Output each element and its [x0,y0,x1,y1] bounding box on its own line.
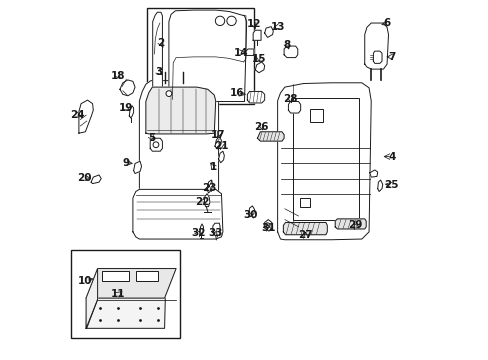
Polygon shape [120,80,135,96]
Text: 26: 26 [254,122,268,132]
Circle shape [226,16,236,26]
Circle shape [153,142,159,148]
Circle shape [166,91,171,96]
Text: 23: 23 [202,183,216,193]
Polygon shape [283,222,326,235]
Text: 2: 2 [157,38,164,48]
Circle shape [264,223,269,228]
Polygon shape [369,170,377,177]
Text: 31: 31 [261,222,276,233]
Polygon shape [248,206,254,217]
Polygon shape [253,30,261,40]
Polygon shape [145,87,215,134]
Polygon shape [86,269,98,328]
Polygon shape [86,298,165,328]
Polygon shape [86,269,176,298]
Text: 3: 3 [155,67,162,77]
Polygon shape [206,180,212,193]
Text: 5: 5 [148,132,155,143]
Text: 10: 10 [78,276,92,286]
Text: 6: 6 [382,18,389,28]
Text: 21: 21 [213,141,228,151]
Text: 16: 16 [229,88,244,98]
Text: 29: 29 [347,220,362,230]
Polygon shape [168,10,246,102]
Text: 14: 14 [233,48,248,58]
Polygon shape [200,224,203,235]
Bar [102,271,129,281]
Text: 32: 32 [191,228,205,238]
Text: 9: 9 [122,158,130,168]
Bar [309,109,322,122]
Polygon shape [257,132,284,141]
Polygon shape [79,100,93,133]
Text: 33: 33 [208,228,223,238]
Text: 17: 17 [211,130,225,140]
Text: 7: 7 [387,52,395,62]
Text: 20: 20 [77,173,91,183]
Polygon shape [204,194,209,207]
Text: 4: 4 [387,152,395,162]
Polygon shape [373,51,381,63]
Polygon shape [335,219,366,229]
Polygon shape [288,102,300,113]
Text: 12: 12 [246,19,261,30]
Text: 22: 22 [195,197,209,207]
Text: 24: 24 [70,110,84,120]
Polygon shape [212,223,220,235]
Text: 19: 19 [118,103,133,113]
Polygon shape [264,220,272,231]
Text: 1: 1 [210,162,217,172]
Polygon shape [245,49,253,55]
Circle shape [215,16,224,26]
Text: 15: 15 [251,54,265,64]
Polygon shape [133,161,141,174]
Bar [146,8,253,104]
Text: 8: 8 [283,40,290,50]
Polygon shape [139,81,218,203]
Text: 28: 28 [283,94,297,104]
Polygon shape [218,151,224,163]
Bar [292,98,358,220]
Polygon shape [129,106,133,118]
Polygon shape [133,189,223,239]
Polygon shape [215,137,221,149]
Bar [299,198,310,207]
Polygon shape [377,180,382,192]
Text: 30: 30 [243,210,258,220]
Polygon shape [247,91,264,103]
Text: 13: 13 [270,22,285,32]
Polygon shape [255,62,264,73]
Text: 11: 11 [110,289,125,300]
Polygon shape [264,27,273,37]
Text: 27: 27 [298,230,312,240]
Polygon shape [277,83,370,240]
Text: 25: 25 [384,180,398,190]
Text: 18: 18 [110,71,125,81]
Bar [71,250,179,338]
Bar [136,271,158,281]
Polygon shape [364,23,387,69]
Polygon shape [91,175,101,184]
Polygon shape [284,46,297,58]
Polygon shape [150,138,162,151]
Polygon shape [152,12,162,102]
